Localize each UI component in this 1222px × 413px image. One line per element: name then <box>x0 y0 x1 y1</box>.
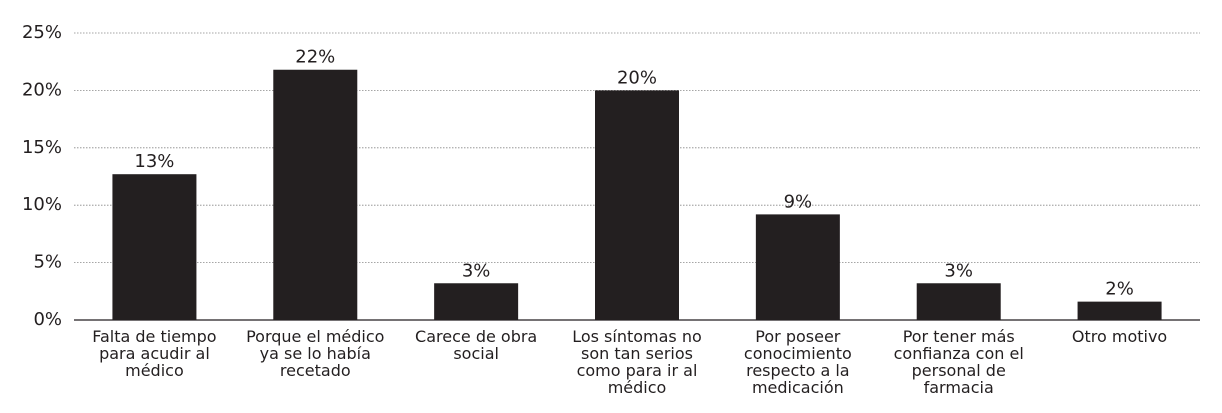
value-label: 22% <box>295 47 335 68</box>
value-label: 13% <box>134 151 174 172</box>
y-tick-label: 25% <box>22 22 62 43</box>
bar <box>112 174 197 320</box>
value-label: 20% <box>617 67 657 88</box>
bar <box>434 283 519 320</box>
x-tick-label: Por poseer conocimiento respecto a la me… <box>743 327 852 397</box>
x-tick-label: Otro motivo <box>1071 327 1168 346</box>
y-tick-label: 10% <box>22 194 62 215</box>
y-tick-label: 20% <box>22 79 62 100</box>
bar <box>273 69 358 321</box>
value-label: 3% <box>462 260 491 281</box>
value-label: 2% <box>1105 279 1134 300</box>
x-tick-label: Carece de obra social <box>415 327 538 363</box>
value-label: 3% <box>944 260 973 281</box>
x-tick-label: Por tener más confianza con el personal … <box>893 327 1024 397</box>
x-tick-label: Porque el médico ya se lo había recetado <box>246 327 385 380</box>
y-tick-label: 0% <box>33 309 62 330</box>
x-tick-label: Falta de tiempo para acudir al médico <box>92 327 217 380</box>
y-tick-label: 5% <box>33 252 62 273</box>
bar <box>595 90 679 321</box>
value-label: 9% <box>784 191 813 212</box>
bar <box>755 214 840 320</box>
x-tick-label: Los síntomas no son tan serios como para… <box>572 327 702 397</box>
bar <box>1077 301 1162 320</box>
y-tick-label: 15% <box>22 137 62 158</box>
bar <box>916 283 1001 320</box>
